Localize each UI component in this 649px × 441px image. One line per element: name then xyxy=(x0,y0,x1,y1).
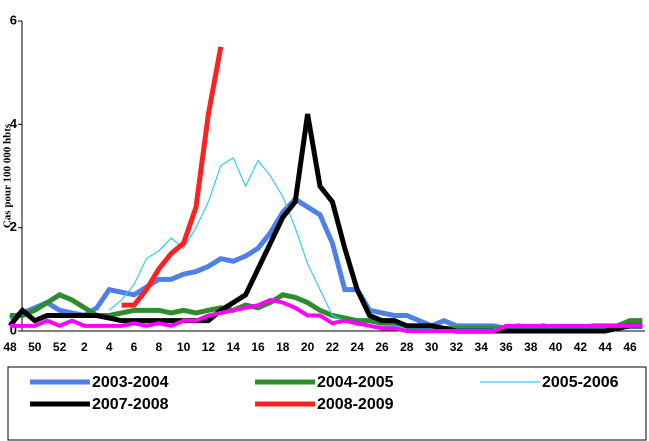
x-tick-label: 10 xyxy=(177,340,191,354)
x-tick-label: 52 xyxy=(53,340,67,354)
x-tick-label: 26 xyxy=(375,340,389,354)
y-tick-label: 6 xyxy=(10,12,17,27)
x-tick-label: 48 xyxy=(3,340,17,354)
x-tick-label: 22 xyxy=(326,340,340,354)
x-tick-label: 44 xyxy=(599,340,613,354)
x-tick-label: 42 xyxy=(574,340,588,354)
x-tick-label: 18 xyxy=(276,340,290,354)
x-tick-label: 4 xyxy=(106,340,113,354)
series-line xyxy=(108,157,643,330)
y-tick-label: 4 xyxy=(10,116,18,131)
series-line xyxy=(9,196,643,331)
x-tick-label: 6 xyxy=(131,340,138,354)
x-tick-label: 2 xyxy=(81,340,88,354)
legend-label: 2003-2004 xyxy=(92,374,169,391)
y-tick-label: 2 xyxy=(10,219,17,234)
x-tick-label: 36 xyxy=(499,340,513,354)
series-line xyxy=(10,297,643,333)
x-tick-label: 8 xyxy=(155,340,162,354)
legend-label: 2004-2005 xyxy=(317,374,394,391)
x-tick-label: 24 xyxy=(351,340,365,354)
x-tick-label: 12 xyxy=(202,340,216,354)
x-tick-label: 40 xyxy=(549,340,563,354)
x-tick-label: 28 xyxy=(400,340,414,354)
legend-box xyxy=(7,366,647,441)
legend-label: 2005-2006 xyxy=(542,374,619,391)
legend-label: 2007-2008 xyxy=(92,396,169,413)
y-tick-label: 0 xyxy=(10,322,17,337)
series-line xyxy=(121,46,224,308)
x-tick-label: 14 xyxy=(227,340,241,354)
x-tick-label: 38 xyxy=(524,340,538,354)
x-tick-label: 50 xyxy=(28,340,42,354)
x-tick-label: 16 xyxy=(251,340,265,354)
x-tick-label: 34 xyxy=(475,340,489,354)
x-tick-label: 20 xyxy=(301,340,315,354)
y-axis-label: Cas pour 100 000 hbts xyxy=(2,123,14,228)
x-tick-label: 32 xyxy=(450,340,464,354)
series-line xyxy=(8,113,643,334)
x-tick-label: 30 xyxy=(425,340,439,354)
legend-label: 2008-2009 xyxy=(317,396,394,413)
x-tick-label: 46 xyxy=(623,340,637,354)
